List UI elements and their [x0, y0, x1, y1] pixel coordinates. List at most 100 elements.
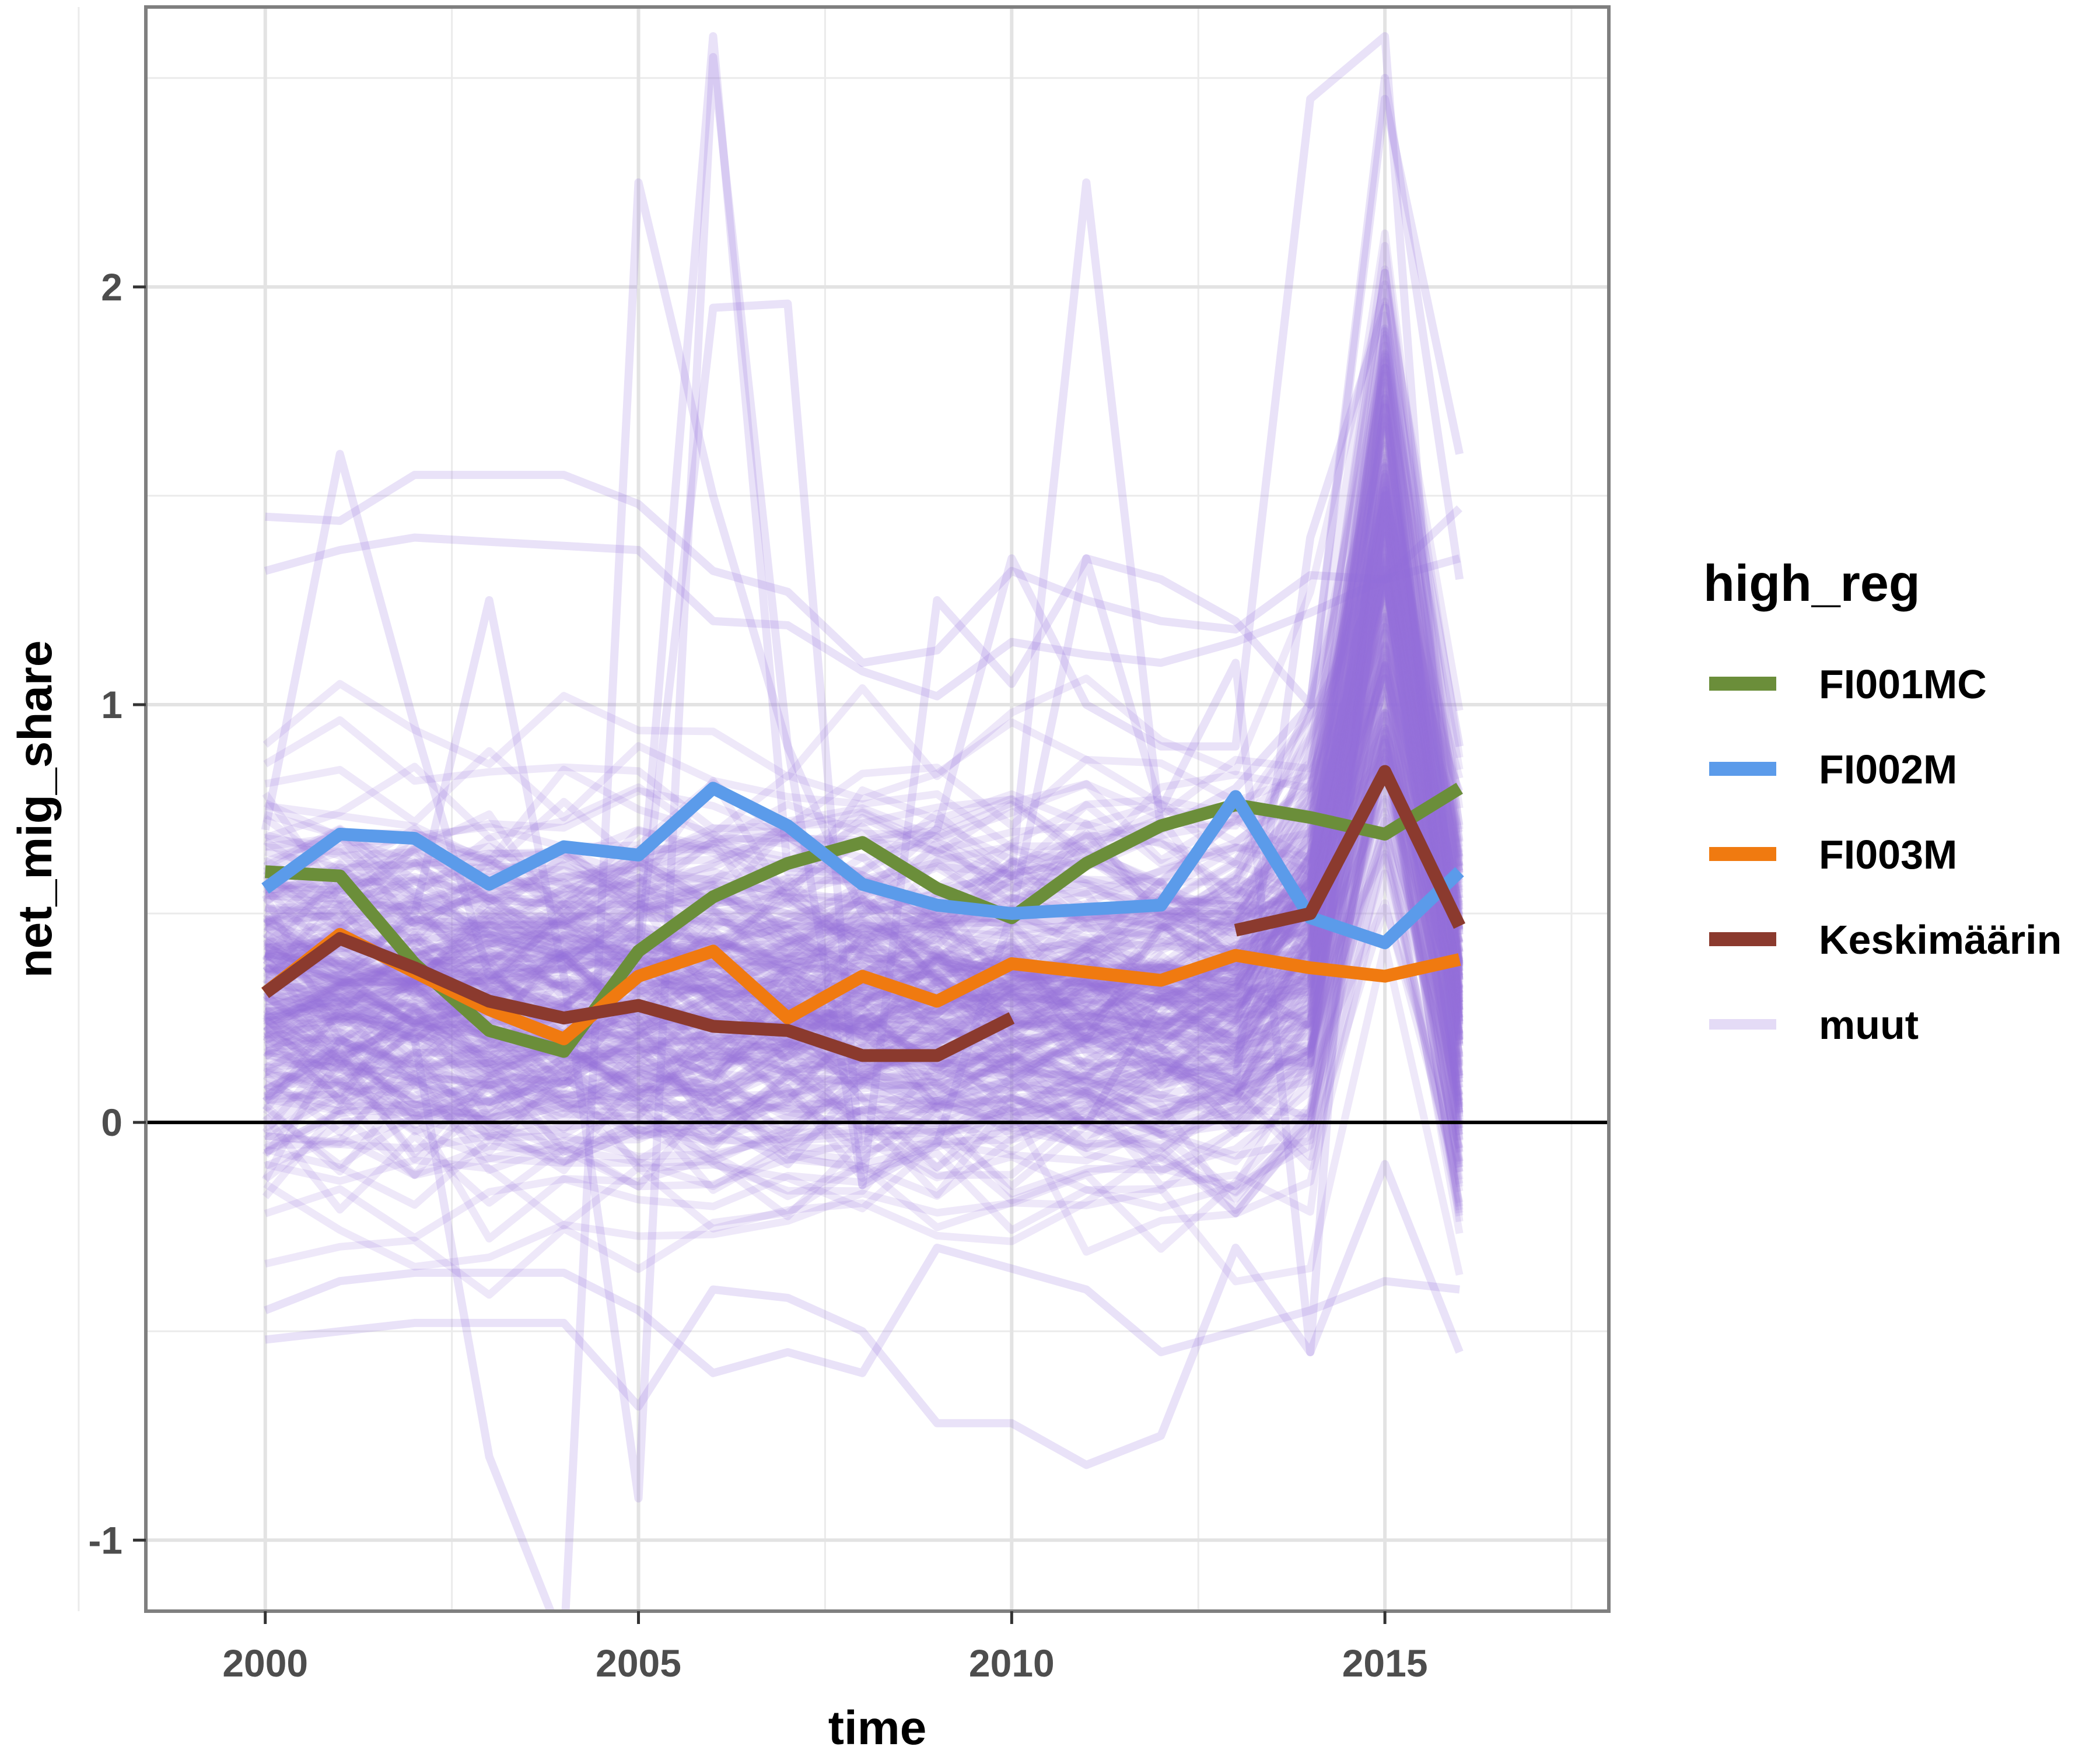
- muut-line: [263, 558, 1464, 1200]
- muut-line: [264, 564, 1464, 1108]
- muut-line: [265, 664, 1464, 1198]
- highlighted-series: [261, 765, 1466, 1062]
- x-tick-label: 2015: [1342, 1642, 1428, 1685]
- muut-line: [264, 612, 1464, 1119]
- muut-line: [264, 52, 1464, 1503]
- muut-line: [264, 729, 1464, 1214]
- muut-line: [264, 709, 1464, 1060]
- muut-line: [262, 694, 1464, 1149]
- legend-label-fi002m: FI002M: [1819, 747, 1957, 792]
- muut-line: [265, 509, 1464, 965]
- muut-line: [265, 760, 1464, 1168]
- muut-line: [263, 734, 1464, 1089]
- muut-line: [264, 510, 1464, 1002]
- muut-line: [264, 533, 1461, 701]
- muut-line: [261, 642, 1464, 1128]
- muut-line: [264, 576, 1464, 1112]
- muut-line: [264, 603, 1464, 1086]
- muut-line: [262, 615, 1464, 1152]
- muut-line: [265, 904, 1464, 1220]
- muut-line: [263, 652, 1464, 1132]
- muut-line: [263, 499, 1464, 1116]
- series-line-keskimäärin: [1234, 765, 1466, 937]
- muut-line: [264, 268, 1464, 866]
- muut-line: [264, 674, 1464, 1209]
- panel-border: [144, 5, 1611, 1613]
- legend-label-fi003m: FI003M: [1819, 832, 1957, 877]
- muut-line: [263, 622, 1464, 964]
- legend-label-keskimäärin: Keskimäärin: [1819, 917, 2062, 963]
- muut-line: [264, 734, 1464, 1299]
- muut-line: [265, 395, 1464, 1073]
- muut-line: [265, 491, 1464, 927]
- muut-line: [264, 459, 1464, 1101]
- muut-line: [262, 352, 1464, 1031]
- muut-line: [265, 515, 1464, 1089]
- muut-line: [262, 850, 1464, 1141]
- muut-line: [263, 695, 1464, 1115]
- muut-line: [263, 524, 1464, 1180]
- muut-line: [264, 394, 1464, 1041]
- muut-line: [262, 573, 1464, 947]
- legend: high_reg FI001MC FI002M FI003M Keskimäärin m…: [1703, 554, 2062, 1048]
- muut-line: [264, 869, 1464, 1256]
- muut-line: [263, 489, 1464, 868]
- muut-line: [265, 654, 1464, 1119]
- muut-line: [264, 483, 1464, 1031]
- muut-line: [263, 94, 1464, 1189]
- muut-line: [264, 534, 1464, 1022]
- legend-title: high_reg: [1703, 554, 1920, 612]
- muut-line: [264, 543, 1464, 1136]
- muut-line: [262, 502, 1464, 1020]
- muut-line: [264, 578, 1464, 1032]
- muut-line: [263, 414, 1464, 1129]
- muut-line: [262, 836, 1464, 1203]
- muut-line: [262, 303, 1464, 1168]
- muut-line: [265, 471, 1462, 667]
- muut-line: [264, 646, 1464, 1213]
- muut-line: [264, 444, 1464, 921]
- legend-items: FI001MC FI002M FI003M Keskimäärin muut: [1709, 662, 2062, 1048]
- muut-line: [262, 491, 1464, 1012]
- muut-line: [264, 363, 1464, 1027]
- muut-line: [264, 496, 1464, 872]
- muut-line: [265, 724, 1464, 1095]
- y-axis-title: net_mig_share: [9, 640, 62, 978]
- muut-line: [264, 473, 1464, 1004]
- muut-line: [263, 399, 1464, 1064]
- x-tick-label: 2000: [222, 1642, 308, 1685]
- muut-line: [264, 486, 1464, 1140]
- muut-line: [261, 32, 1464, 1040]
- series-line-fi001mc: [265, 782, 1463, 1058]
- muut-line: [263, 709, 1464, 1035]
- muut-line: [263, 544, 1464, 1083]
- muut-line: [265, 559, 1464, 967]
- muut-line: [264, 490, 1464, 1068]
- legend-label-fi001mc: FI001MC: [1819, 662, 1987, 707]
- x-tick-label: 2010: [969, 1642, 1055, 1685]
- muut-line: [262, 599, 1464, 1139]
- muut-line: [265, 628, 1464, 1088]
- muut-line: [265, 572, 1464, 1153]
- muut-line: [263, 302, 1464, 981]
- muut-line: [264, 312, 1464, 1002]
- muut-line: [264, 841, 1464, 1242]
- muut-line: [264, 711, 1464, 1223]
- muut-line: [264, 727, 1464, 1180]
- x-axis-title: time: [828, 1702, 927, 1750]
- muut-line: [262, 574, 1464, 1109]
- muut-line: [262, 614, 1464, 1175]
- muut-line: [263, 486, 1464, 964]
- muut-line: [263, 404, 1464, 995]
- muut-line: [263, 765, 1464, 1052]
- muut-line: [262, 521, 1464, 1045]
- muut-line: [264, 674, 1464, 1066]
- muut-line: [262, 426, 1464, 1051]
- muut-line: [262, 556, 1464, 1088]
- muut-line: [263, 558, 1464, 1156]
- muut-line: [264, 660, 1464, 1009]
- muut-line: [263, 643, 1464, 1026]
- muut-line: [262, 758, 1464, 1214]
- muut-line: [263, 372, 1464, 1005]
